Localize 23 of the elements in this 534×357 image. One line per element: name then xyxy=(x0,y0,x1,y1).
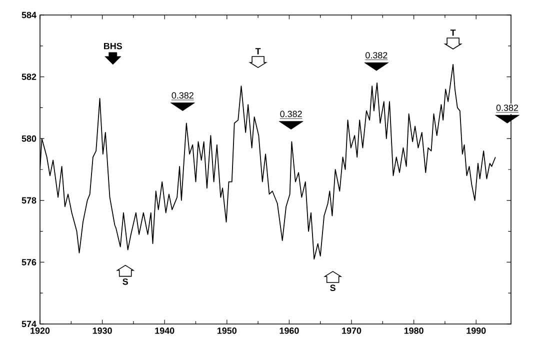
y-tick-label: 576 xyxy=(22,259,36,266)
annotation: 0.382 xyxy=(172,92,194,99)
annotation: BHS xyxy=(104,42,122,50)
x-tick-label: 1980 xyxy=(404,328,424,334)
x-tick-label: 1990 xyxy=(466,328,486,334)
annotation: 0.382 xyxy=(280,110,302,118)
y-tick-label: 578 xyxy=(22,197,36,204)
annotation: T xyxy=(450,30,456,36)
annotation: T xyxy=(255,48,261,54)
x-tick-label: 1940 xyxy=(155,328,174,334)
x-tick-label: 1960 xyxy=(280,328,299,334)
y-tick-label: 580 xyxy=(22,135,36,142)
x-tick-label: 1950 xyxy=(217,328,237,334)
y-tick-label: 574 xyxy=(22,320,36,328)
x-tick-label: 1920 xyxy=(30,328,50,334)
x-tick-label: 1970 xyxy=(342,328,362,334)
y-tick-label: 584 xyxy=(22,12,36,18)
annotation: 0.382 xyxy=(366,52,388,58)
annotation: S xyxy=(122,278,128,285)
annotation: S xyxy=(330,284,336,292)
y-tick-label: 582 xyxy=(22,74,36,80)
annotation: 0.382 xyxy=(496,104,518,111)
x-tick-label: 1930 xyxy=(92,328,112,334)
